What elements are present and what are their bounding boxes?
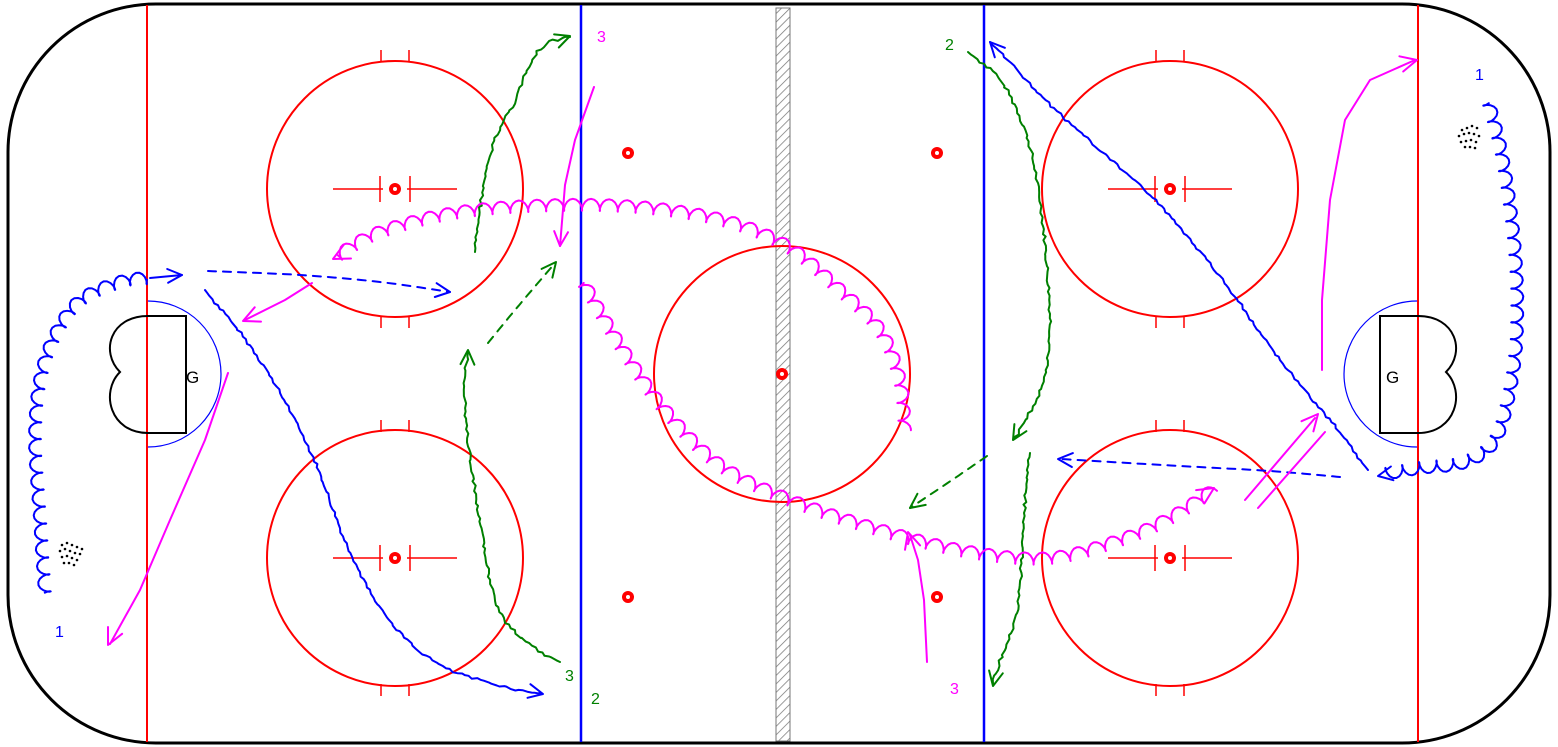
player-1-pass-dashed-right: [1059, 458, 1341, 478]
faceoff-circle-bottom-right: [1041, 429, 1299, 687]
faceoff-circles: [266, 60, 1299, 687]
label-bottom-green-3: 3: [565, 668, 574, 685]
left-crease: [147, 300, 222, 448]
arrow-head: [909, 492, 927, 509]
player-3-skate-right-slot-a: [1244, 417, 1316, 501]
arrow-head: [553, 230, 569, 247]
player-1-skate-wavy-right: [1384, 102, 1525, 479]
hash-marks: [333, 50, 1232, 696]
player-1-skate-left-diagonal: [204, 289, 541, 695]
arrow-head: [988, 669, 1004, 687]
goalie-right: G: [1386, 368, 1399, 387]
center-ice-circle: [653, 245, 911, 503]
drill-paths: [28, 33, 1525, 699]
goalie-left: G: [186, 368, 199, 387]
label-top-player-3: 3: [597, 29, 606, 46]
player-3-skate-right-slot-b: [1257, 431, 1326, 509]
arrow-head: [526, 683, 544, 699]
arrow-head: [1195, 487, 1215, 505]
label-top-player-2: 2: [945, 37, 954, 54]
arrow-head: [332, 243, 352, 260]
arrow-head: [1300, 413, 1319, 433]
faceoff-circle-bottom-left: [266, 429, 524, 687]
arrow-head: [107, 626, 124, 646]
arrow-head: [1057, 452, 1074, 468]
player-1-pass-dashed-left: [207, 270, 451, 293]
arrow-head: [1012, 423, 1028, 441]
player-1-left-end: [149, 274, 183, 279]
arrow-head: [904, 531, 922, 551]
player-3-skate-left-down: [109, 372, 229, 645]
label-bottom-player-3: 3: [950, 681, 959, 698]
arrow-head: [1377, 465, 1395, 482]
puck-pile-icon: [1457, 124, 1481, 150]
player-1-skate-wavy-left: [28, 271, 148, 594]
player-2-pass-dashed-right: [909, 455, 988, 509]
arrow-head: [989, 41, 1006, 59]
player-2-skate-left-up: [473, 35, 571, 253]
arrow-head: [242, 306, 262, 323]
player-3-skate-bottom-up: [909, 534, 928, 663]
faceoff-circle-top-right: [1041, 60, 1299, 318]
player-3-skate-wavy-center-arc: [578, 281, 1218, 566]
puck-pile-icon: [58, 541, 84, 567]
arrow-head: [166, 268, 183, 284]
arrow-head: [553, 33, 571, 49]
label-left-player-1: 1: [55, 624, 64, 641]
arrow-head: [1398, 55, 1418, 73]
goal-net-icon: [1379, 315, 1458, 434]
player-3-skate-wavy-top-arc: [336, 197, 912, 432]
arrow-head: [433, 282, 451, 298]
faceoff-circle-top-left: [266, 60, 524, 318]
player-3-skate-top-left-down: [559, 86, 595, 247]
player-2-skate-left-up-lower: [462, 351, 561, 663]
arrow-head: [459, 349, 476, 366]
player-2-skate-right-down-bottom: [991, 452, 1031, 685]
arrow-head: [540, 261, 557, 279]
player-3-skate-right-up: [1321, 59, 1416, 371]
player-1-skate-right-diagonal: [989, 41, 1369, 471]
right-crease: [1343, 300, 1418, 448]
player-3-skate-left-diagonal-up: [244, 282, 313, 321]
label-right-player-1: 1: [1475, 67, 1484, 84]
player-2-skate-right-down-top: [967, 51, 1053, 439]
goal-net-icon: [108, 315, 187, 434]
label-bottom-player-2: 2: [591, 691, 600, 708]
